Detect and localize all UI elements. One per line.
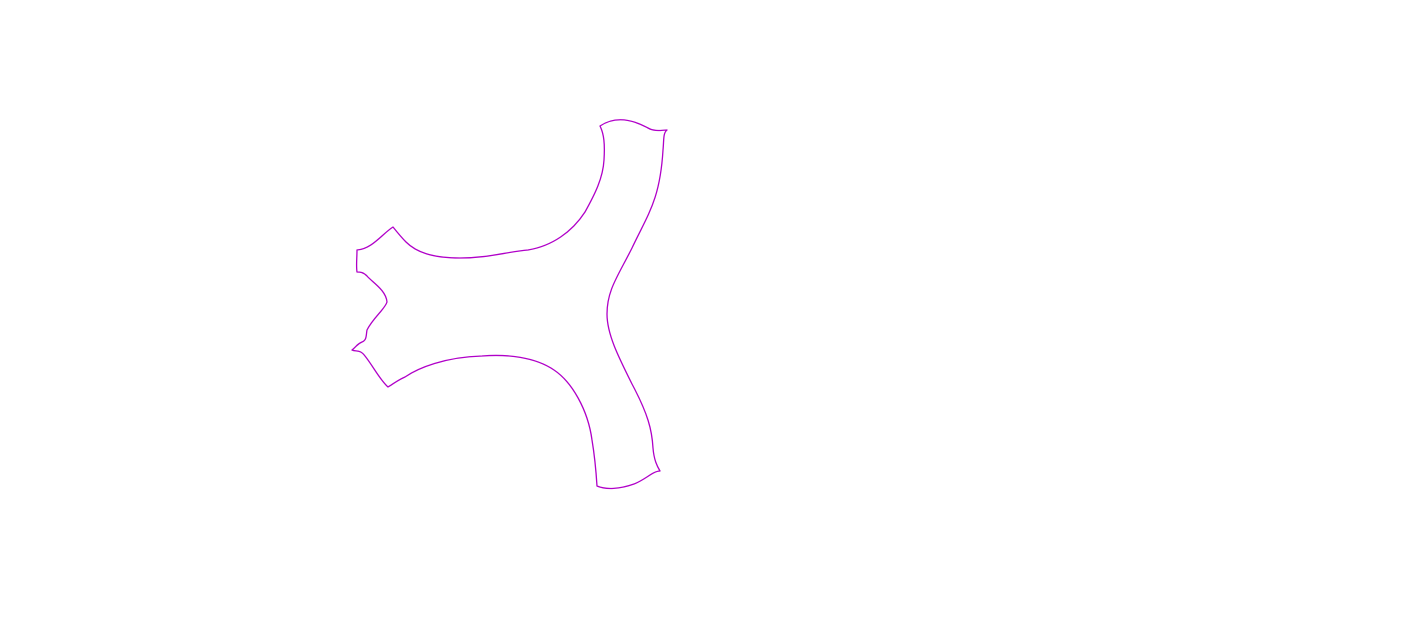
three-armed-shape-outline <box>351 119 668 490</box>
